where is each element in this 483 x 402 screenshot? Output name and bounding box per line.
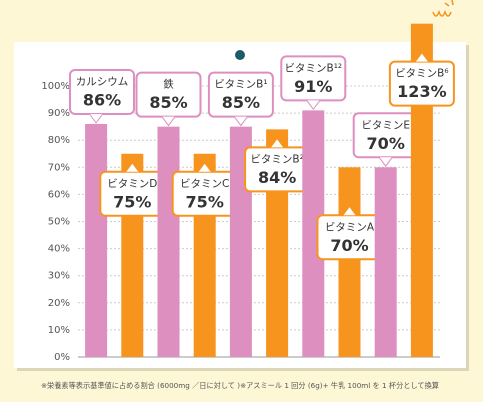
y-tick-label: 50% bbox=[48, 217, 70, 228]
y-tick-label: 10% bbox=[48, 325, 70, 336]
value-label: 75% bbox=[186, 192, 224, 211]
label-tail-cover bbox=[343, 207, 356, 216]
bar bbox=[374, 167, 397, 357]
value-label: 86% bbox=[83, 90, 121, 109]
category-label: ビタミンB¹ bbox=[214, 79, 267, 91]
y-tick-label: 0% bbox=[54, 352, 70, 363]
value-label: 85% bbox=[149, 93, 187, 112]
value-label: 84% bbox=[258, 168, 296, 187]
y-tick-label: 90% bbox=[48, 108, 70, 119]
category-label: 鉄 bbox=[163, 78, 174, 91]
y-tick-label: 70% bbox=[48, 162, 70, 173]
value-label: 70% bbox=[367, 134, 405, 153]
label-tail-cover bbox=[234, 116, 247, 125]
value-label: 70% bbox=[330, 236, 368, 255]
label-tail-cover bbox=[307, 100, 320, 109]
bar bbox=[157, 126, 180, 358]
y-tick-label: 100% bbox=[41, 81, 70, 92]
label-tail-cover bbox=[162, 116, 175, 125]
y-tick-label: 40% bbox=[48, 244, 70, 255]
value-label: 123% bbox=[397, 82, 446, 101]
y-tick-label: 60% bbox=[48, 189, 70, 200]
label-tail-cover bbox=[126, 163, 139, 172]
value-label: 85% bbox=[222, 93, 260, 112]
category-label: ビタミンD bbox=[107, 178, 157, 190]
label-tail-cover bbox=[90, 113, 103, 122]
bar bbox=[85, 123, 108, 357]
footnote: ※栄養素等表示基準値に占める割合 (6000mg ／日に対して )※アスミール … bbox=[41, 381, 439, 390]
y-tick-label: 20% bbox=[48, 298, 70, 309]
value-label: 91% bbox=[294, 77, 332, 96]
label-tail-cover bbox=[379, 157, 392, 166]
label-tail-cover bbox=[271, 139, 284, 148]
bar bbox=[410, 23, 433, 357]
y-tick-label: 30% bbox=[48, 271, 70, 282]
doodle bbox=[432, 0, 454, 17]
bar bbox=[302, 110, 325, 357]
bar bbox=[338, 167, 361, 357]
label-tail-cover bbox=[415, 53, 428, 62]
pin bbox=[235, 50, 245, 60]
category-label: ビタミンB⁶ bbox=[395, 68, 448, 80]
category-label: ビタミンB¹² bbox=[284, 62, 342, 74]
category-label: ビタミンC bbox=[180, 178, 229, 190]
category-label: ビタミンA bbox=[325, 221, 375, 233]
y-tick-label: 80% bbox=[48, 135, 70, 146]
value-label: 75% bbox=[113, 192, 151, 211]
label-tail-cover bbox=[198, 163, 211, 172]
category-label: カルシウム bbox=[76, 76, 129, 88]
category-label: ビタミンE bbox=[361, 119, 410, 131]
category-label: ビタミンB² bbox=[250, 153, 303, 165]
